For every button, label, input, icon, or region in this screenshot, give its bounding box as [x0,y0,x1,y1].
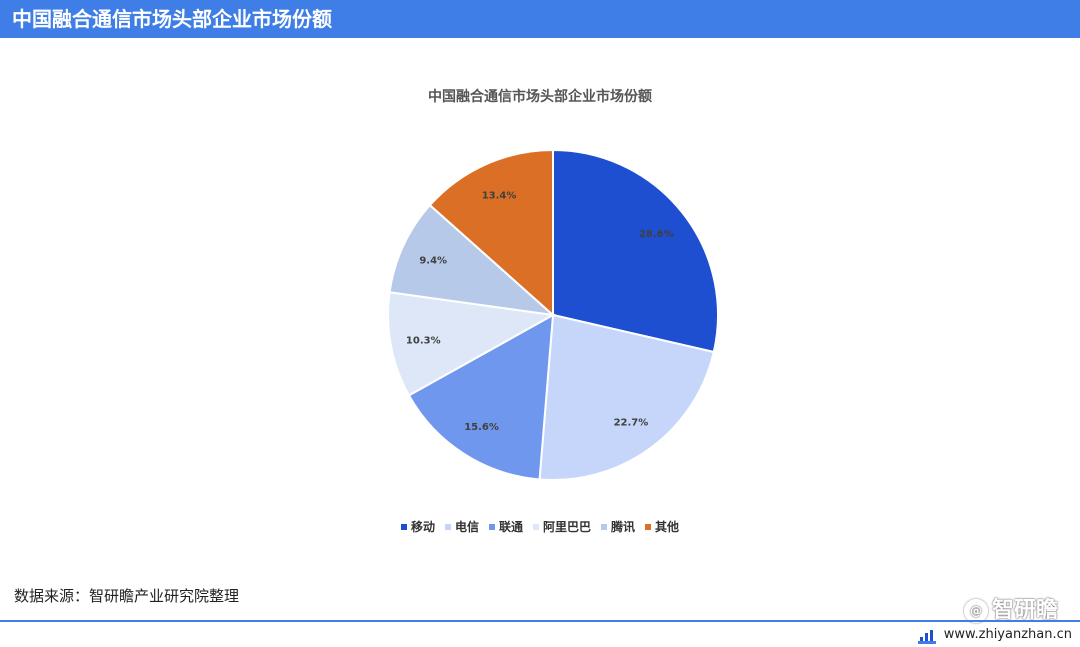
at-sign-icon: @ [963,599,988,623]
pie-slice-5 [388,203,557,317]
legend-swatch [444,523,451,530]
source-note: 数据来源：智研瞻产业研究院整理 [14,587,240,605]
legend-swatch [601,523,608,530]
pie-slice-4 [387,291,557,397]
legend-swatch [645,523,652,530]
brand-name: 智研瞻 [991,598,1058,623]
header-bar: 中国融合通信市场头部企业市场份额 [0,0,1080,38]
legend-swatch [488,523,495,530]
legend-item-4: 阿里巴巴 [533,518,591,535]
chart-legend: 移动 电信 联通 阿里巴巴 腾讯 其他 [0,518,1080,535]
legend-item-3: 联通 [488,518,523,535]
brand-watermark: @ 智研瞻 [963,592,1058,624]
page-title: 中国融合通信市场头部企业市场份额 [12,7,332,31]
website-url: www.zhiyanzhan.cn [943,627,1072,642]
legend-label: 移动 [410,520,435,534]
legend-label: 电信 [454,520,479,534]
data-label-5: 9.4% [419,256,447,267]
legend-item-2: 电信 [444,518,479,535]
legend-swatch [533,523,539,530]
data-label-3: 15.6% [464,422,499,433]
pie-slice-2 [538,313,715,481]
legend-item-1: 移动 [400,518,435,535]
legend-label: 联通 [498,520,523,534]
data-label-4: 10.3% [406,335,441,346]
site-logo-icon [918,630,936,644]
legend-label: 腾讯 [611,520,636,534]
pie-slice-6 [428,148,554,318]
pie-slice-3 [407,313,555,481]
data-label-2: 22.7% [614,418,649,429]
pie-slice-1 [552,148,719,354]
legend-item-5: 腾讯 [601,518,635,535]
data-label-1: 28.6% [639,229,674,240]
data-label-6: 13.4% [482,191,517,202]
legend-swatch [400,523,407,530]
legend-item-6: 其他 [645,518,679,535]
legend-label: 阿里巴巴 [543,520,592,534]
legend-label: 其他 [655,520,680,534]
chart-title: 中国融合通信市场头部企业市场份额 [428,89,652,105]
footer-divider [0,620,1080,622]
